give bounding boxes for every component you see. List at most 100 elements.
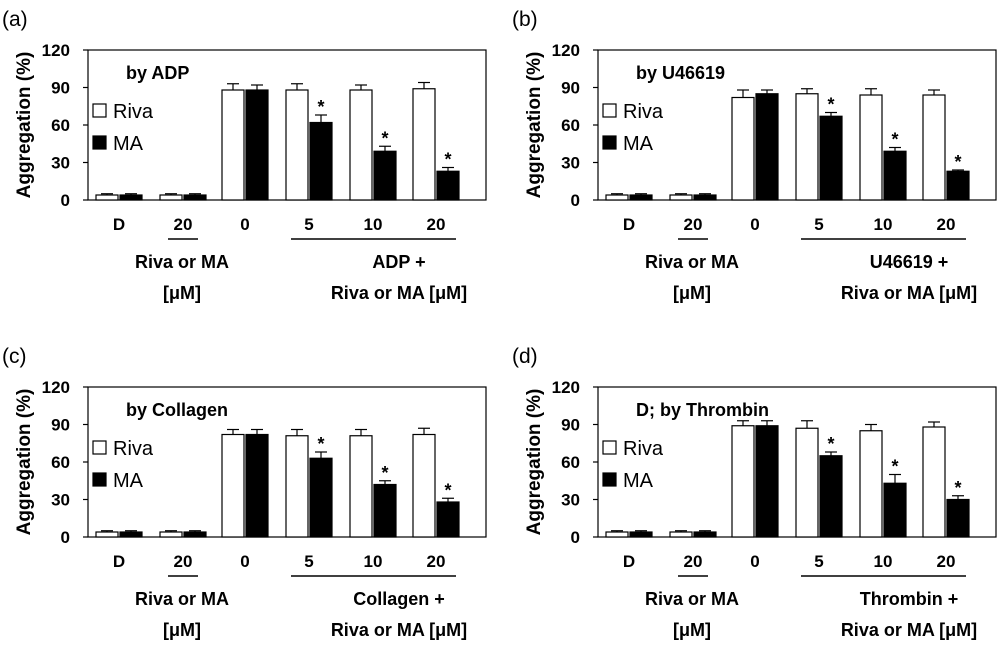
- x-tick-label: 20: [427, 552, 446, 571]
- bar-ma: [436, 170, 460, 201]
- legend-swatch: [602, 440, 617, 455]
- bar-ma: [693, 194, 717, 201]
- bar-riva: [159, 194, 183, 201]
- y-axis-label: Aggregation (%): [524, 52, 545, 199]
- significance-star: *: [317, 97, 324, 117]
- y-tick-label: 90: [51, 79, 70, 98]
- x-tick-label: D: [623, 215, 635, 234]
- y-tick-label: 90: [561, 79, 580, 98]
- chart-panel-c: (c) Aggregation (%) 0 30 60 90 120 by Collagen R…: [2, 345, 487, 640]
- y-tick-label: 120: [552, 41, 580, 60]
- legend-swatch: [602, 135, 617, 150]
- legend-label: MA: [113, 470, 144, 492]
- chart-title: by Collagen: [126, 400, 228, 420]
- y-tick-label: 60: [51, 453, 70, 472]
- bar-ma: [183, 194, 207, 201]
- bar-ma: [629, 531, 653, 538]
- bar-riva: [795, 93, 819, 201]
- y-tick-label: 0: [61, 191, 70, 210]
- y-tick-label: 30: [561, 491, 580, 510]
- significance-star: *: [954, 152, 961, 172]
- legend-swatch: [602, 103, 617, 118]
- y-tick-label: 30: [561, 154, 580, 173]
- bar-ma: [946, 170, 970, 201]
- y-tick-label: 60: [51, 116, 70, 135]
- legend-swatch: [92, 472, 107, 487]
- chart-title: by ADP: [126, 63, 189, 83]
- x-tick-label: 10: [364, 552, 383, 571]
- x-tick-label: 20: [427, 215, 446, 234]
- group-label-right: ADP +: [372, 252, 425, 272]
- bar-ma: [309, 121, 333, 201]
- significance-star: *: [891, 457, 898, 477]
- y-tick-label: 60: [561, 453, 580, 472]
- y-tick-label: 120: [42, 378, 70, 397]
- x-tick-label: 20: [174, 552, 193, 571]
- x-tick-label: 5: [814, 552, 823, 571]
- legend-swatch: [92, 440, 107, 455]
- x-tick-label: 20: [684, 552, 703, 571]
- x-tick-label: 0: [240, 215, 249, 234]
- bar-ma: [309, 457, 333, 538]
- legend-swatch: [92, 135, 107, 150]
- bar-riva: [922, 426, 946, 538]
- bar-riva: [859, 94, 883, 201]
- bar-ma: [819, 115, 843, 201]
- significance-star: *: [444, 480, 451, 500]
- x-tick-label: D: [113, 552, 125, 571]
- significance-star: *: [827, 95, 834, 115]
- significance-star: *: [444, 150, 451, 170]
- bar-riva: [95, 531, 119, 538]
- bar-riva: [221, 433, 245, 538]
- bar-ma: [436, 501, 460, 538]
- legend-label: Riva: [113, 101, 154, 123]
- bar-riva: [221, 89, 245, 201]
- y-tick-label: 90: [561, 416, 580, 435]
- bar-ma: [183, 531, 207, 538]
- x-tick-label: 5: [304, 552, 313, 571]
- legend-label: MA: [623, 470, 654, 492]
- bar-riva: [95, 194, 119, 201]
- bar-riva: [669, 531, 693, 538]
- group-label-left-unit: [μM]: [673, 620, 711, 640]
- panel-label: (a): [2, 8, 28, 31]
- y-tick-label: 120: [552, 378, 580, 397]
- y-tick-label: 60: [561, 116, 580, 135]
- bar-ma: [373, 483, 397, 538]
- group-label-right-unit: Riva or MA [μM]: [331, 283, 467, 303]
- group-label-right-unit: Riva or MA [μM]: [841, 620, 977, 640]
- bar-ma: [245, 89, 269, 201]
- panel-label: (c): [2, 345, 27, 368]
- x-tick-label: 5: [814, 215, 823, 234]
- bar-riva: [349, 435, 373, 538]
- x-tick-label: D: [623, 552, 635, 571]
- panel-label: (b): [512, 8, 538, 31]
- bar-ma: [119, 531, 143, 538]
- x-tick-label: 20: [937, 552, 956, 571]
- bar-ma: [245, 433, 269, 538]
- chart-title: D; by Thrombin: [636, 400, 769, 420]
- bar-ma: [883, 150, 907, 201]
- x-tick-label: 0: [240, 552, 249, 571]
- group-label-right: Thrombin +: [860, 589, 959, 609]
- bar-ma: [693, 531, 717, 538]
- legend-swatch: [92, 103, 107, 118]
- y-axis-label: Aggregation (%): [14, 389, 35, 536]
- chart-panel-d: (d) Aggregation (%) 0 30 60 90 120 D; by Thromb…: [512, 345, 997, 640]
- group-label-left-unit: [μM]: [673, 283, 711, 303]
- bar-riva: [349, 89, 373, 201]
- group-label-left: Riva or MA: [135, 589, 229, 609]
- x-tick-label: 10: [874, 215, 893, 234]
- bar-riva: [669, 194, 693, 201]
- x-tick-label: D: [113, 215, 125, 234]
- x-tick-label: 0: [750, 215, 759, 234]
- x-tick-label: 5: [304, 215, 313, 234]
- bar-ma: [629, 194, 653, 201]
- group-label-left-unit: [μM]: [163, 283, 201, 303]
- y-axis-label: Aggregation (%): [524, 389, 545, 536]
- bar-riva: [605, 194, 629, 201]
- legend-label: Riva: [623, 438, 664, 460]
- chart-panel-b: (b) Aggregation (%) 0 30 60 90 120 by U46619 Riv…: [512, 8, 997, 303]
- group-label-left: Riva or MA: [645, 252, 739, 272]
- significance-star: *: [381, 463, 388, 483]
